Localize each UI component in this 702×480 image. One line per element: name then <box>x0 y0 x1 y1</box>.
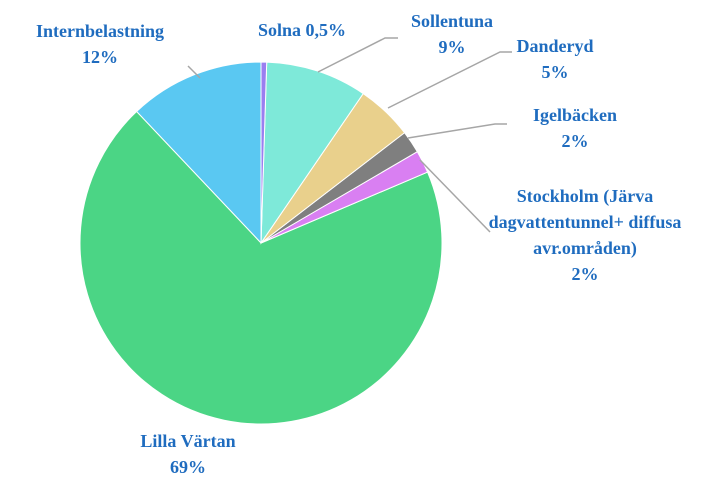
value-label: 12% <box>82 47 118 67</box>
data-label: Solna 0,5% <box>202 17 402 43</box>
category-label: Internbelastning <box>35 21 165 41</box>
category-label: Danderyd <box>516 36 594 56</box>
pie-slice <box>260 61 364 245</box>
data-label: Internbelastning 12% <box>0 18 200 70</box>
category-label: Igelbäcken <box>532 105 617 125</box>
data-label: Lilla Värtan 69% <box>88 428 288 480</box>
leader-line <box>317 37 398 73</box>
leader-line <box>419 159 491 233</box>
value-label: 5% <box>541 62 569 82</box>
category-label: Sollentuna <box>410 11 494 31</box>
value-label: 2% <box>561 131 589 151</box>
data-label: Stockholm (Järva dagvattentunnel+ diffus… <box>470 183 700 287</box>
data-label: Igelbäcken 2% <box>505 102 645 154</box>
category-label: Solna <box>257 20 302 40</box>
leader-line <box>387 51 512 109</box>
leader-line <box>187 65 201 79</box>
value-label: 69% <box>170 457 206 477</box>
value-label: 2% <box>571 264 599 284</box>
leader-line <box>407 123 507 139</box>
pie-slice <box>260 61 268 244</box>
value-label: 9% <box>438 37 466 57</box>
pie-slice <box>135 61 262 245</box>
pie-slice <box>79 110 443 425</box>
data-label: Danderyd 5% <box>485 33 625 85</box>
category-label: Stockholm (Järva dagvattentunnel+ diffus… <box>488 186 682 258</box>
value-label: 0,5% <box>305 20 347 40</box>
data-label: Sollentuna 9% <box>372 8 532 60</box>
category-label: Lilla Värtan <box>140 431 236 451</box>
